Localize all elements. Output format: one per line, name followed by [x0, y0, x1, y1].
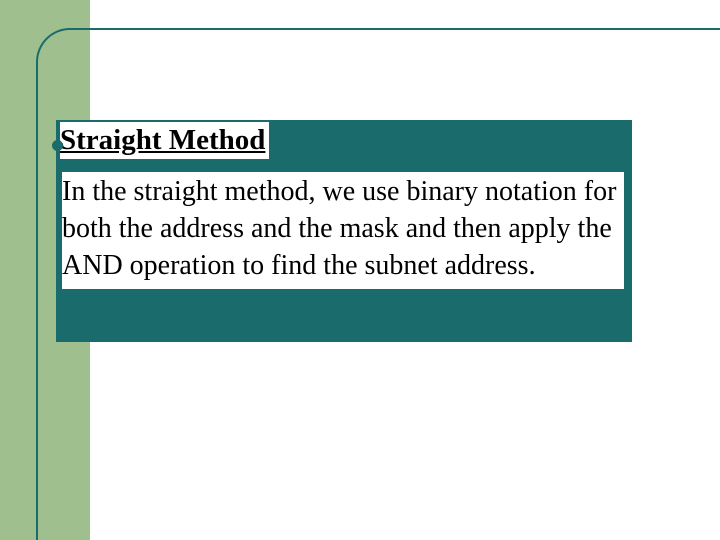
slide-body-text: In the straight method, we use binary no…	[62, 172, 624, 289]
frame-top-border	[70, 28, 720, 30]
bullet-icon	[52, 140, 63, 151]
frame-corner	[36, 28, 104, 96]
frame-left-border	[36, 62, 38, 540]
slide-heading: Straight Method	[60, 122, 269, 159]
